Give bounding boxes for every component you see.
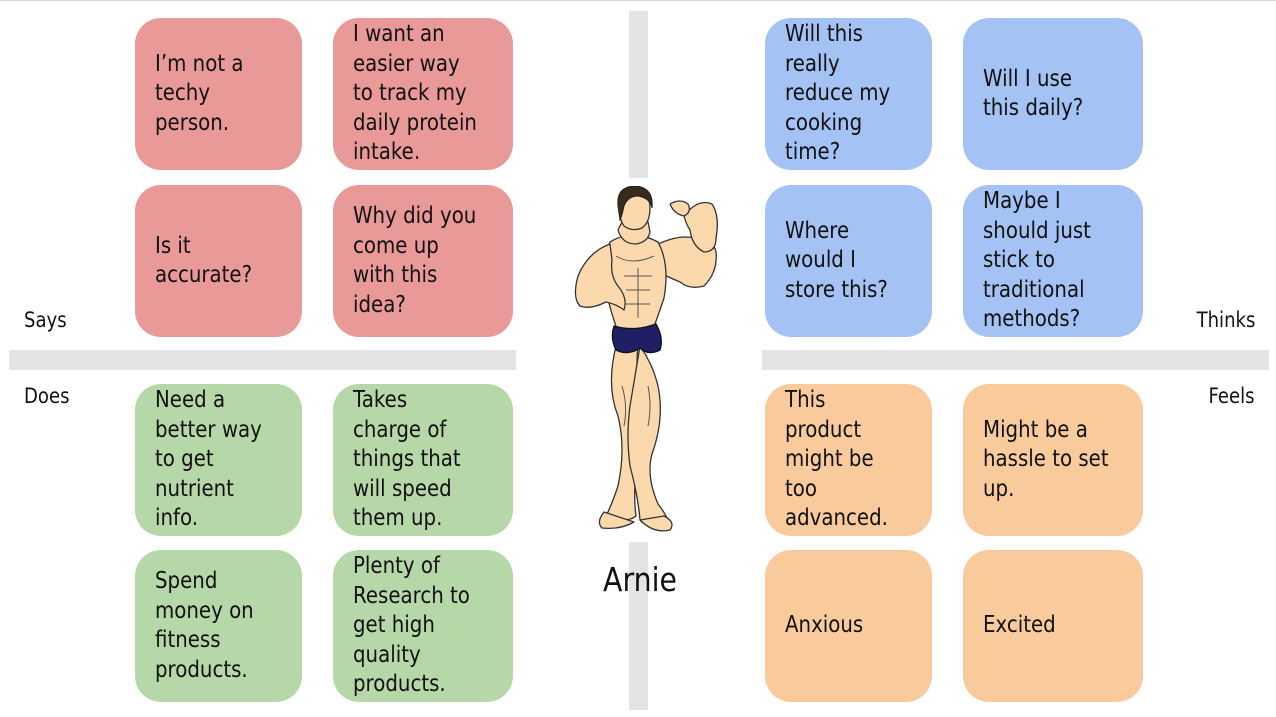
vertical-divider-top bbox=[629, 11, 648, 178]
feels-note[interactable]: Excited bbox=[963, 550, 1143, 702]
thinks-label: Thinks bbox=[1196, 308, 1255, 332]
does-note[interactable]: Takes charge of things that will speed t… bbox=[333, 384, 513, 536]
note-text: Why did you come up with this idea? bbox=[353, 203, 477, 318]
note-text: Need a better way to get nutrient info. bbox=[155, 387, 262, 532]
bodybuilder-illustration bbox=[574, 186, 718, 532]
note-text: Takes charge of things that will speed t… bbox=[353, 387, 461, 532]
says-note[interactable]: I want an easier way to track my daily p… bbox=[333, 18, 513, 170]
says-note[interactable]: Is it accurate? bbox=[135, 185, 302, 337]
says-note[interactable]: I’m not a techy person. bbox=[135, 18, 302, 170]
note-text: Where would I store this? bbox=[785, 217, 888, 303]
feels-label: Feels bbox=[1208, 384, 1255, 408]
does-label: Does bbox=[24, 384, 70, 408]
feels-note[interactable]: This product might be too advanced. bbox=[765, 384, 932, 536]
persona-name: Arnie bbox=[603, 560, 677, 599]
says-label: Says bbox=[24, 308, 67, 332]
note-text: This product might be too advanced. bbox=[785, 387, 888, 532]
note-text: Anxious bbox=[785, 612, 864, 639]
thinks-note[interactable]: Maybe I should just stick to traditional… bbox=[963, 185, 1143, 337]
note-text: Spend money on fitness products. bbox=[155, 568, 254, 683]
note-text: I want an easier way to track my daily p… bbox=[353, 21, 477, 166]
says-note[interactable]: Why did you come up with this idea? bbox=[333, 185, 513, 337]
thinks-note[interactable]: Will this really reduce my cooking time? bbox=[765, 18, 932, 170]
does-note[interactable]: Need a better way to get nutrient info. bbox=[135, 384, 302, 536]
top-border bbox=[0, 0, 1276, 1]
feels-note[interactable]: Might be a hassle to set up. bbox=[963, 384, 1143, 536]
horizontal-divider-left bbox=[9, 350, 516, 370]
does-note[interactable]: Spend money on fitness products. bbox=[135, 550, 302, 702]
thinks-note[interactable]: Where would I store this? bbox=[765, 185, 932, 337]
note-text: Excited bbox=[983, 612, 1056, 639]
note-text: I’m not a techy person. bbox=[155, 50, 244, 136]
thinks-note[interactable]: Will I use this daily? bbox=[963, 18, 1143, 170]
does-note[interactable]: Plenty of Research to get high quality p… bbox=[333, 550, 513, 702]
feels-note[interactable]: Anxious bbox=[765, 550, 932, 702]
note-text: Maybe I should just stick to traditional… bbox=[983, 188, 1091, 333]
note-text: Plenty of Research to get high quality p… bbox=[353, 553, 470, 698]
horizontal-divider-right bbox=[762, 350, 1269, 370]
note-text: Is it accurate? bbox=[155, 232, 253, 289]
note-text: Will this really reduce my cooking time? bbox=[785, 21, 891, 166]
note-text: Might be a hassle to set up. bbox=[983, 416, 1109, 502]
vertical-divider-bottom bbox=[629, 542, 648, 710]
note-text: Will I use this daily? bbox=[983, 65, 1084, 122]
